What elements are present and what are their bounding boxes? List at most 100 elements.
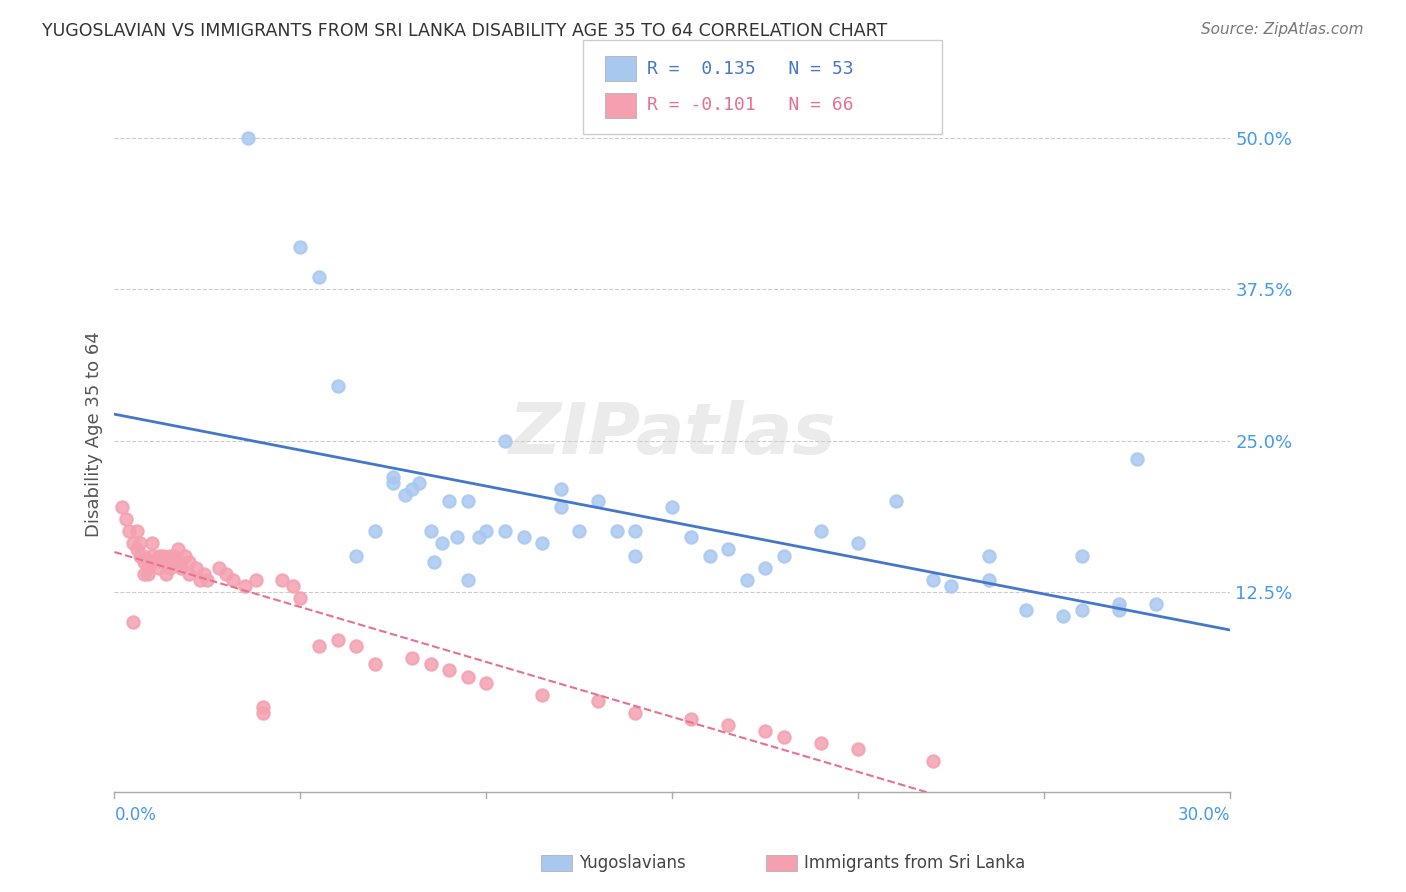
Point xyxy=(155,566,177,581)
Point xyxy=(111,500,134,514)
Point xyxy=(152,555,174,569)
Point xyxy=(550,482,572,496)
Point xyxy=(457,573,479,587)
Point xyxy=(163,549,186,563)
Point xyxy=(1108,597,1130,611)
Point xyxy=(773,549,796,563)
Text: YUGOSLAVIAN VS IMMIGRANTS FROM SRI LANKA DISABILITY AGE 35 TO 64 CORRELATION CHA: YUGOSLAVIAN VS IMMIGRANTS FROM SRI LANKA… xyxy=(42,22,887,40)
Point xyxy=(122,536,145,550)
Point xyxy=(270,573,292,587)
Point xyxy=(364,524,387,539)
Point xyxy=(606,524,628,539)
Point xyxy=(129,549,152,563)
Point xyxy=(170,560,193,574)
Point xyxy=(125,542,148,557)
Point xyxy=(430,536,453,550)
Point xyxy=(207,560,229,574)
Point xyxy=(773,730,796,744)
Point xyxy=(624,706,647,720)
Point xyxy=(921,754,943,768)
Text: Source: ZipAtlas.com: Source: ZipAtlas.com xyxy=(1201,22,1364,37)
Point xyxy=(848,536,870,550)
Point xyxy=(1126,451,1149,466)
Point xyxy=(326,633,349,648)
Point xyxy=(155,555,177,569)
Point xyxy=(717,718,740,732)
Point xyxy=(188,573,211,587)
Text: ZIPatlas: ZIPatlas xyxy=(509,400,837,469)
Text: 0.0%: 0.0% xyxy=(114,806,156,824)
Point xyxy=(921,573,943,587)
Point xyxy=(394,488,416,502)
Point xyxy=(437,494,460,508)
Point xyxy=(512,530,534,544)
Point xyxy=(810,524,832,539)
Point xyxy=(177,555,200,569)
Point xyxy=(437,664,460,678)
Point xyxy=(134,566,156,581)
Text: R =  0.135   N = 53: R = 0.135 N = 53 xyxy=(647,60,853,78)
Point xyxy=(122,615,145,629)
Point xyxy=(233,579,256,593)
Point xyxy=(1052,609,1074,624)
Point xyxy=(326,379,349,393)
Point xyxy=(468,530,491,544)
Point xyxy=(134,555,156,569)
Point xyxy=(308,640,330,654)
Point xyxy=(159,549,181,563)
Point xyxy=(494,434,516,448)
Point xyxy=(457,669,479,683)
Point xyxy=(531,688,554,702)
Point xyxy=(810,736,832,750)
Point xyxy=(114,512,136,526)
Point xyxy=(382,470,405,484)
Point xyxy=(344,549,367,563)
Point xyxy=(163,555,186,569)
Point xyxy=(977,549,1000,563)
Point xyxy=(152,549,174,563)
Point xyxy=(419,524,441,539)
Point xyxy=(290,240,312,254)
Point xyxy=(141,549,163,563)
Point xyxy=(1070,603,1092,617)
Text: Yugoslavians: Yugoslavians xyxy=(579,855,686,872)
Point xyxy=(401,651,423,665)
Point xyxy=(446,530,468,544)
Point xyxy=(166,542,188,557)
Point xyxy=(141,555,163,569)
Point xyxy=(148,549,170,563)
Point xyxy=(531,536,554,550)
Point xyxy=(382,475,405,490)
Point xyxy=(586,494,609,508)
Point xyxy=(118,524,141,539)
Point xyxy=(475,524,498,539)
Point xyxy=(238,131,260,145)
Text: R = -0.101   N = 66: R = -0.101 N = 66 xyxy=(647,96,853,114)
Text: 30.0%: 30.0% xyxy=(1178,806,1230,824)
Point xyxy=(661,500,683,514)
Point xyxy=(401,482,423,496)
Point xyxy=(159,560,181,574)
Point xyxy=(193,566,215,581)
Point xyxy=(129,536,152,550)
Point xyxy=(624,549,647,563)
Point xyxy=(457,494,479,508)
Point xyxy=(408,475,430,490)
Point xyxy=(141,536,163,550)
Point xyxy=(419,657,441,672)
Point xyxy=(941,579,963,593)
Point xyxy=(170,555,193,569)
Point xyxy=(586,694,609,708)
Point xyxy=(174,549,197,563)
Point xyxy=(148,560,170,574)
Point xyxy=(717,542,740,557)
Point xyxy=(344,640,367,654)
Point xyxy=(186,560,208,574)
Point xyxy=(423,555,446,569)
Point xyxy=(699,549,721,563)
Point xyxy=(197,573,219,587)
Point xyxy=(252,699,274,714)
Point xyxy=(245,573,267,587)
Y-axis label: Disability Age 35 to 64: Disability Age 35 to 64 xyxy=(86,332,103,537)
Point xyxy=(136,566,159,581)
